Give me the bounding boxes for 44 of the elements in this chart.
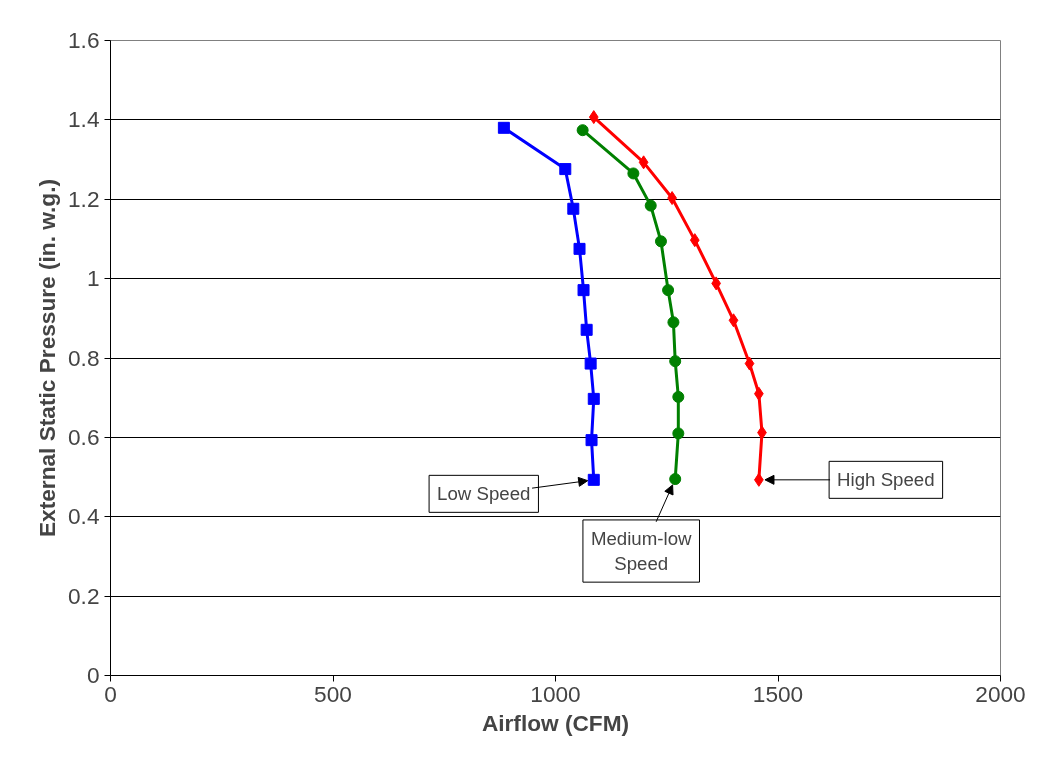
y-tick-label: 0.8 [68,344,100,371]
y-axis-title: External Static Pressure (in. w.g.) [34,179,60,537]
point [689,233,700,248]
point [587,473,600,486]
x-tick-label: 2000 [975,680,1026,707]
point [667,316,680,329]
point [644,199,657,212]
point [588,110,599,125]
y-tick-label: 1 [86,265,100,292]
x-tick-label: 500 [314,680,352,707]
y-tick-label: 0 [86,662,100,688]
point [580,323,593,336]
point [672,427,685,440]
point [662,284,675,297]
point [567,202,580,215]
point [669,473,682,486]
x-tick-label: 1500 [752,680,804,707]
annotation: Medium-low Speed [590,527,693,575]
point [672,390,685,403]
point [744,356,755,371]
point [497,121,510,134]
point [627,167,640,180]
point [728,313,739,328]
point [638,155,649,170]
annotation: High Speed [837,469,935,491]
point [584,357,597,370]
y-tick-label: 1.2 [68,185,100,212]
x-tick-label: 0 [104,680,117,707]
annotation: Low Speed [437,483,531,505]
point [654,235,667,248]
point [587,392,600,405]
x-axis-title: Airflow (CFM) [481,709,630,736]
point [559,163,572,176]
point [669,355,682,368]
x-tick-label: 1000 [530,680,581,707]
y-tick-label: 1.6 [68,27,100,53]
point [585,434,598,447]
y-tick-label: 0.4 [68,503,100,530]
point [577,284,590,297]
point [576,124,589,137]
y-tick-label: 0.2 [68,582,100,609]
y-tick-label: 1.4 [68,106,100,133]
point [573,242,586,255]
y-tick-label: 0.6 [68,423,100,450]
